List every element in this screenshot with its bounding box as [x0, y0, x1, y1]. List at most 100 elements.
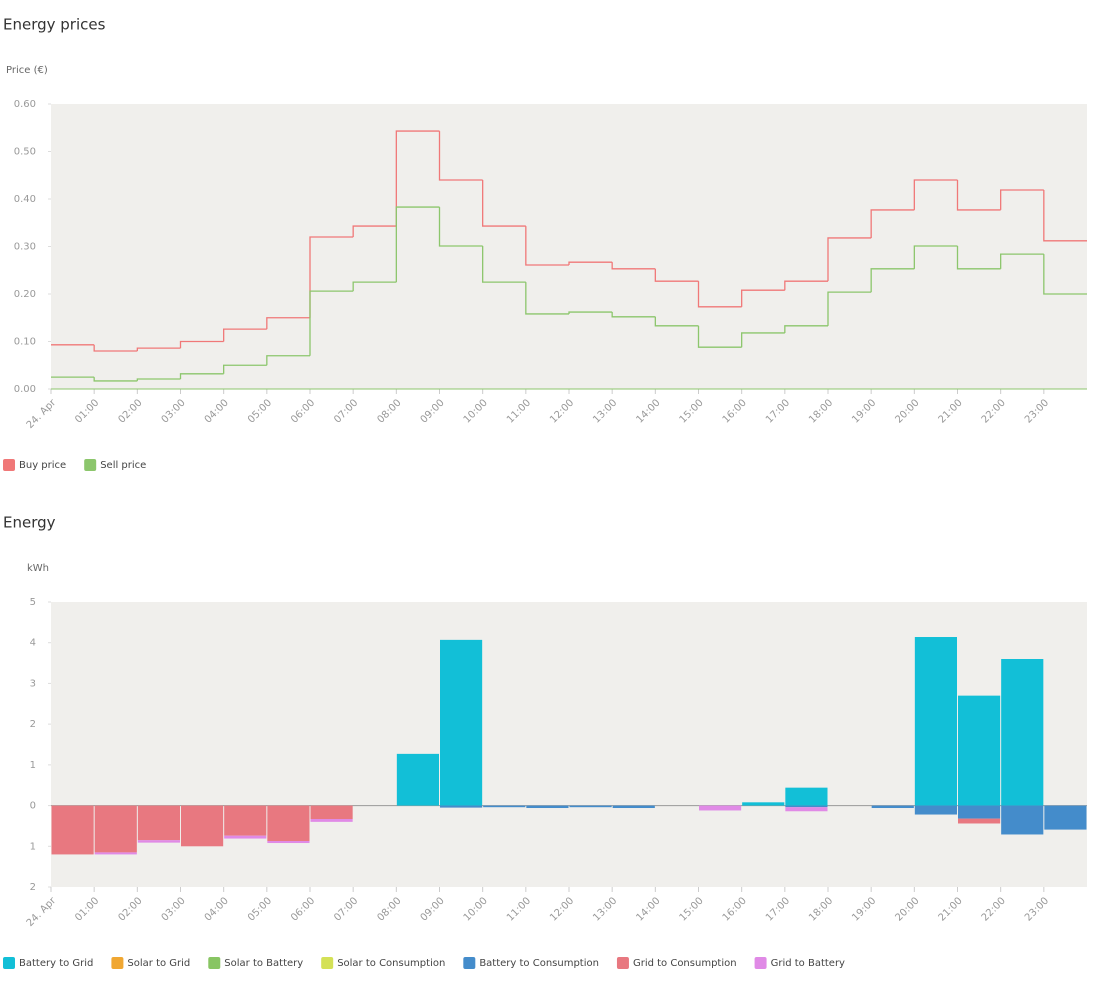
energy-bar [958, 695, 1001, 806]
price-step [827, 237, 872, 282]
y-tick-label: 5 [30, 597, 36, 608]
legend-label: Solar to Grid [127, 958, 190, 969]
x-tick-label: 17:00 [764, 895, 792, 923]
x-tick-label: 01:00 [73, 397, 101, 425]
energy-bar [569, 805, 612, 808]
energy-bar [958, 805, 1001, 819]
price-step [136, 378, 181, 381]
x-tick-label: 22:00 [980, 397, 1008, 425]
energy-bar [94, 852, 137, 855]
legend-item: Battery to Grid [3, 957, 93, 969]
legend-item: Grid to Consumption [616, 957, 737, 969]
x-tick-label: 03:00 [160, 397, 188, 425]
y-tick-label: 0.50 [14, 147, 36, 158]
price-step [438, 207, 483, 247]
energy-bar [1001, 659, 1044, 806]
price-step [223, 364, 267, 374]
energy-bar [914, 805, 957, 815]
x-tick-label: 05:00 [246, 895, 274, 923]
legend-item: Sell price [84, 459, 146, 471]
x-tick-label: 12:00 [548, 895, 576, 923]
x-tick-label: 08:00 [375, 895, 403, 923]
x-tick-label: 24. Apr [25, 895, 59, 929]
energy-bar [958, 818, 1001, 824]
price-step [525, 282, 569, 315]
x-tick-label: 08:00 [375, 397, 403, 425]
x-tick-label: 20:00 [893, 895, 921, 923]
price-step [179, 373, 224, 380]
energy-bar [224, 835, 267, 839]
x-tick-label: 09:00 [419, 895, 447, 923]
energy-bar [742, 802, 785, 806]
energy-bar [699, 805, 742, 811]
energy-bar [483, 805, 526, 808]
legend-item: Solar to Grid [111, 957, 190, 969]
legend-swatch [754, 957, 767, 969]
legend-label: Battery to Grid [19, 958, 93, 969]
x-tick-label: 02:00 [116, 895, 144, 923]
energy-bar [785, 787, 828, 806]
chart-title: Energy prices [3, 16, 106, 34]
legend-label: Solar to Battery [224, 958, 303, 969]
y-tick-label: 2 [30, 882, 36, 893]
x-tick-label: 19:00 [850, 895, 878, 923]
legend-swatch [84, 459, 97, 471]
price-step [395, 206, 440, 283]
plot-background [51, 602, 1087, 887]
price-step [309, 290, 354, 356]
price-step [352, 225, 397, 237]
x-tick-label: 04:00 [203, 397, 231, 425]
price-step [179, 340, 224, 349]
price-step [1043, 254, 1087, 295]
x-tick-label: 12:00 [548, 397, 576, 425]
legend-swatch [208, 957, 221, 969]
x-tick-label: 14:00 [634, 895, 662, 923]
x-tick-label: 21:00 [937, 397, 965, 425]
energy-bar [440, 805, 483, 808]
price-step [697, 325, 742, 348]
energy-bar [440, 639, 483, 806]
x-tick-label: 23:00 [1023, 895, 1051, 923]
energy-bar [224, 805, 267, 836]
price-step [784, 325, 828, 333]
x-tick-label: 13:00 [591, 895, 619, 923]
price-step [93, 377, 138, 382]
price-step [482, 180, 526, 227]
price-step [525, 226, 569, 266]
price-step [654, 316, 699, 327]
x-tick-label: 03:00 [160, 895, 188, 923]
price-step [395, 130, 440, 227]
x-tick-label: 10:00 [462, 397, 490, 425]
x-tick-label: 20:00 [893, 397, 921, 425]
x-tick-label: 18:00 [807, 397, 835, 425]
legend-label: Grid to Consumption [633, 958, 737, 969]
price-step [654, 268, 699, 282]
y-tick-label: 1 [30, 760, 36, 771]
price-step [568, 311, 613, 314]
x-tick-label: 09:00 [419, 397, 447, 425]
price-step [352, 281, 397, 292]
price-step [438, 131, 483, 181]
chart-title: Energy [3, 514, 56, 532]
y-tick-label: 0.60 [14, 99, 36, 110]
price-step [956, 180, 1001, 211]
price-step [223, 328, 267, 342]
energy-bar [310, 819, 353, 822]
legend-item: Buy price [3, 459, 66, 471]
x-tick-label: 22:00 [980, 895, 1008, 923]
x-tick-label: 19:00 [850, 397, 878, 425]
x-tick-label: 04:00 [203, 895, 231, 923]
energy-bar [181, 805, 224, 847]
y-tick-label: 2 [30, 719, 36, 730]
legend-item: Grid to Battery [754, 957, 845, 969]
price-step [482, 246, 526, 283]
x-tick-label: 07:00 [332, 397, 360, 425]
price-step [913, 245, 958, 269]
y-axis-label: kWh [27, 563, 49, 574]
energy-bar [1001, 805, 1044, 835]
x-tick-label: 02:00 [116, 397, 144, 425]
energy-bar [785, 807, 828, 812]
x-tick-label: 06:00 [289, 397, 317, 425]
energy-bar [396, 753, 439, 806]
